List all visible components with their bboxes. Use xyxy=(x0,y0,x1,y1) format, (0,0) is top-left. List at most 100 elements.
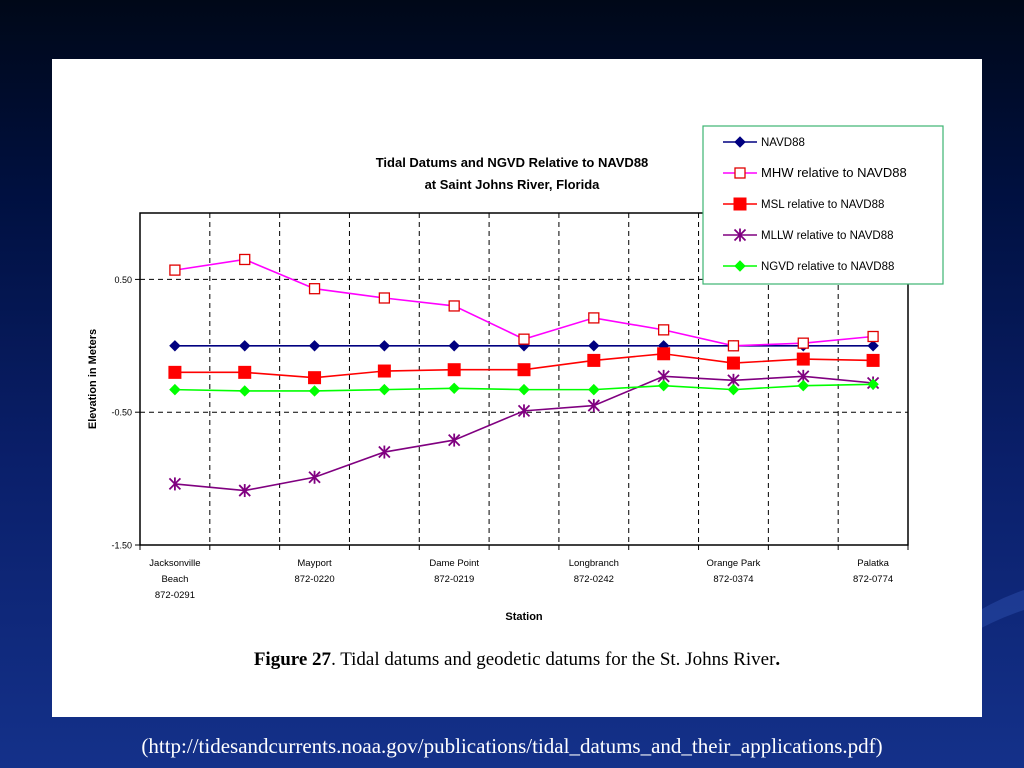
data-point xyxy=(239,253,251,266)
marker-shape xyxy=(239,385,251,397)
marker-shape xyxy=(518,333,530,345)
data-point xyxy=(238,365,252,379)
marker-shape xyxy=(447,363,461,377)
marker-shape xyxy=(169,340,181,352)
marker-shape xyxy=(867,378,879,391)
x-tick-label: 872-0291 xyxy=(155,590,195,601)
x-tick-label: Beach xyxy=(161,574,188,585)
data-point xyxy=(169,340,181,352)
x-tick-label: Dame Point xyxy=(429,558,479,569)
marker-shape xyxy=(588,383,600,396)
data-point xyxy=(657,347,671,361)
figure-label: Figure 27 xyxy=(253,649,332,670)
x-tick-label: Orange Park xyxy=(707,558,761,569)
data-point xyxy=(867,330,879,343)
marker-shape xyxy=(518,383,530,396)
marker-shape xyxy=(588,312,600,324)
marker-shape xyxy=(734,167,746,179)
legend-entry: MLLW relative to NAVD88 xyxy=(761,230,894,242)
data-point xyxy=(727,383,740,396)
chart-subtitle: at Saint Johns River, Florida xyxy=(424,177,600,192)
marker-shape xyxy=(308,340,321,352)
marker-shape xyxy=(657,324,670,336)
legend-entry: NGVD relative to NAVD88 xyxy=(761,261,894,273)
marker-shape xyxy=(448,300,460,312)
x-tick-label: 872-0374 xyxy=(713,574,753,585)
marker-shape xyxy=(169,383,181,396)
marker-shape xyxy=(448,382,460,395)
chart: -1.50 -0.50 0.50 Jacksonville Beach 872-0291 M… xyxy=(87,125,944,623)
data-point xyxy=(518,333,530,345)
data-point xyxy=(378,340,391,352)
marker-shape xyxy=(866,353,880,367)
data-point xyxy=(308,470,321,484)
marker-shape xyxy=(448,340,460,352)
x-tick-label: 872-0219 xyxy=(434,574,474,585)
data-point xyxy=(168,477,182,491)
data-point xyxy=(447,363,461,377)
marker-shape xyxy=(239,340,251,352)
marker-shape xyxy=(657,347,671,361)
marker-shape xyxy=(169,264,181,276)
data-point xyxy=(378,383,391,396)
data-point xyxy=(517,363,531,377)
x-tick-label: Jacksonville xyxy=(149,558,200,569)
data-point xyxy=(797,337,809,349)
legend-entry: MHW relative to NAVD88 xyxy=(761,165,907,180)
marker-shape xyxy=(168,365,182,379)
data-point xyxy=(587,353,601,367)
marker-shape xyxy=(734,136,746,148)
data-point xyxy=(734,167,746,179)
data-point xyxy=(448,382,460,395)
data-point xyxy=(587,399,600,413)
marker-shape xyxy=(588,340,600,352)
marker-shape xyxy=(867,340,879,352)
x-tick-label: Palatka xyxy=(857,558,889,569)
marker-shape xyxy=(727,383,740,396)
marker-shape xyxy=(733,197,747,211)
x-tick-label: 872-0242 xyxy=(574,574,614,585)
marker-shape xyxy=(517,363,531,377)
marker-shape xyxy=(239,253,251,266)
data-point xyxy=(448,340,460,352)
marker-shape xyxy=(726,356,740,370)
data-point xyxy=(378,292,391,304)
marker-shape xyxy=(378,292,391,304)
x-tick-label: Mayport xyxy=(297,558,332,569)
data-point xyxy=(308,385,321,397)
data-point xyxy=(867,378,879,391)
data-point xyxy=(657,324,670,336)
marker-shape xyxy=(734,260,746,272)
figure-caption: Figure 27. Tidal datums and geodetic dat… xyxy=(52,649,982,671)
marker-shape xyxy=(238,365,252,379)
marker-shape xyxy=(308,371,322,385)
data-point xyxy=(517,404,531,418)
data-point xyxy=(588,312,600,324)
data-point xyxy=(308,283,321,295)
data-point xyxy=(169,383,181,396)
legend-entry: MSL relative to NAVD88 xyxy=(761,199,884,211)
data-point xyxy=(726,356,740,370)
figure-panel: -1.50 -0.50 0.50 Jacksonville Beach 872-0291 M… xyxy=(52,59,982,717)
data-point xyxy=(239,385,251,397)
x-tick-label: Longbranch xyxy=(569,558,619,569)
data-point xyxy=(797,379,809,392)
caption-text: . Tidal datums and geodetic datums for t… xyxy=(331,649,776,670)
data-point xyxy=(308,371,322,385)
data-point xyxy=(518,383,530,396)
y-tick-label: -1.50 xyxy=(111,541,132,551)
data-point xyxy=(734,136,746,148)
data-point xyxy=(378,445,391,459)
data-point xyxy=(238,484,251,498)
data-point xyxy=(733,228,747,242)
data-point xyxy=(377,364,391,378)
data-point xyxy=(588,340,600,352)
data-point xyxy=(588,383,600,396)
caption-end: . xyxy=(775,649,781,670)
marker-shape xyxy=(867,330,879,343)
marker-shape xyxy=(727,340,740,352)
data-point xyxy=(448,433,461,447)
marker-shape xyxy=(797,337,809,349)
x-tick-label: 872-0774 xyxy=(853,574,893,585)
x-tick-label: 872-0220 xyxy=(294,574,334,585)
